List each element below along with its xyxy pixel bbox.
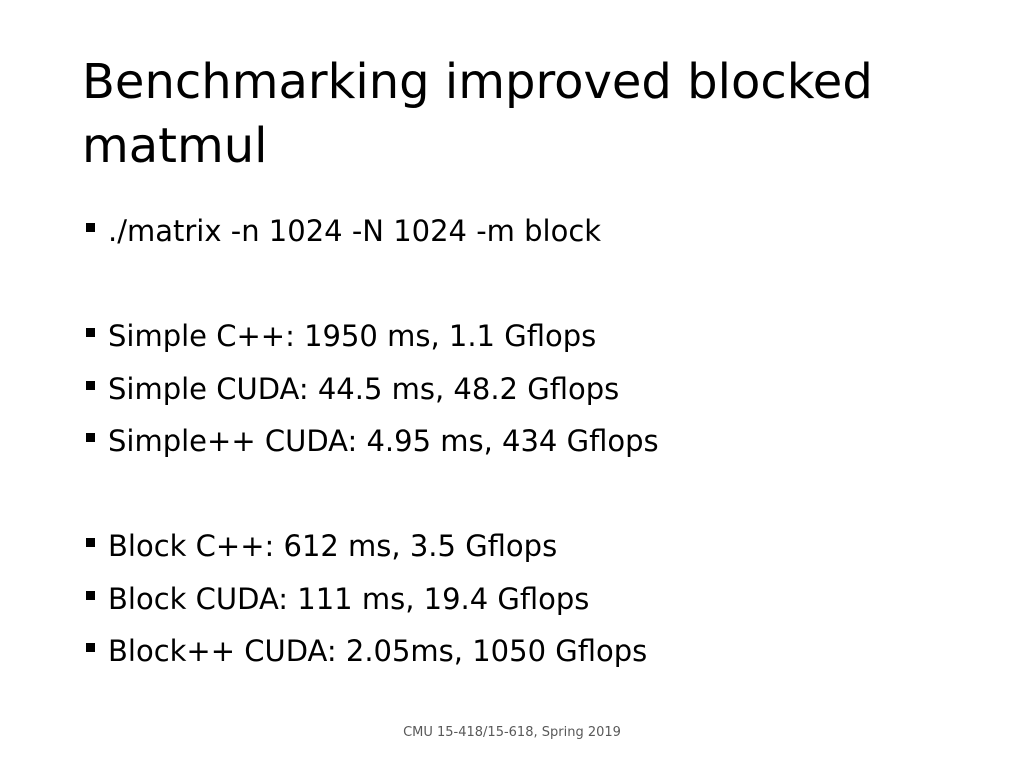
bullet-item-simple-cpp: Simple C++: 1950 ms, 1.1 Gflops: [84, 310, 984, 363]
square-bullet-icon: [86, 538, 95, 547]
bullet-text: Simple++ CUDA: 4.95 ms, 434 Gflops: [108, 424, 659, 458]
bullet-item-block-cpp: Block C++: 612 ms, 3.5 Gflops: [84, 520, 984, 573]
bullet-item-command: ./matrix -n 1024 -N 1024 -m block: [84, 205, 984, 258]
slide-title-line-1: Benchmarking improved blocked: [82, 54, 873, 110]
bullet-text: Simple C++: 1950 ms, 1.1 Gflops: [108, 319, 597, 353]
slide-title-line-2: matmul: [82, 118, 268, 174]
square-bullet-icon: [86, 590, 95, 600]
bullet-text: Simple CUDA: 44.5 ms, 48.2 Gflops: [108, 371, 620, 406]
bullet-item-simple-plus-cuda: Simple++ CUDA: 4.95 ms, 434 Gflops: [84, 415, 984, 468]
bullet-text: Block++ CUDA: 2.05ms, 1050 Gflops: [108, 634, 648, 668]
square-bullet-icon: [86, 643, 95, 652]
slide-title: Benchmarking improved blocked matmul: [82, 50, 962, 178]
bullet-spacer: [84, 468, 984, 521]
bullet-item-block-plus-cuda: Block++ CUDA: 2.05ms, 1050 Gflops: [84, 625, 984, 678]
bullet-item-simple-cuda: Simple CUDA: 44.5 ms, 48.2 Gflops: [84, 363, 984, 416]
square-bullet-icon: [86, 433, 95, 442]
square-bullet-icon: [86, 328, 95, 337]
bullet-item-block-cuda: Block CUDA: 111 ms, 19.4 Gflops: [84, 573, 984, 626]
bullet-spacer: [84, 258, 984, 311]
bullet-text: Block C++: 612 ms, 3.5 Gflops: [108, 529, 558, 563]
square-bullet-icon: [86, 380, 95, 390]
square-bullet-icon: [86, 223, 95, 232]
bullet-list: ./matrix -n 1024 -N 1024 -m block Simple…: [84, 205, 984, 678]
bullet-text: Block CUDA: 111 ms, 19.4 Gflops: [108, 581, 590, 616]
slide-footer: CMU 15-418/15-618, Spring 2019: [403, 725, 621, 740]
bullet-text: ./matrix -n 1024 -N 1024 -m block: [108, 214, 602, 248]
